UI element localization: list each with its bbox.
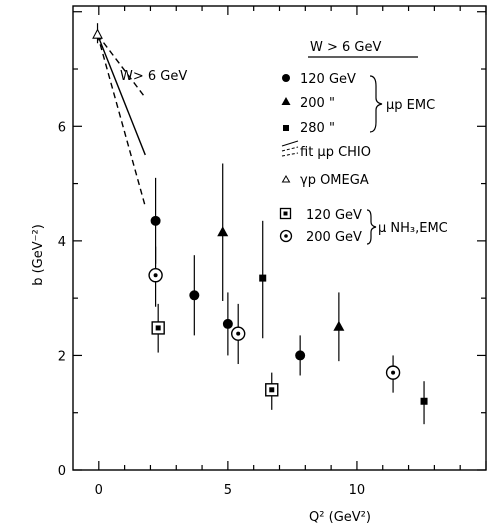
marker-circled-dot-center: [391, 370, 396, 375]
legend-marker-fit-lines: [281, 140, 299, 157]
legend-entry-2: 280 ": [300, 121, 335, 136]
legend-entry-5: 120 GeV: [306, 208, 362, 223]
x-axis-title: Q² (GeV²): [309, 510, 371, 525]
y-tick-label: 4: [58, 235, 66, 250]
series-filled-triangle: [217, 163, 345, 362]
marker-filled-triangle: [333, 320, 345, 331]
x-tick-label: 5: [224, 483, 232, 498]
y-tick-label: 0: [58, 464, 66, 479]
marker-open-triangle: [92, 28, 103, 39]
marker-filled-circle: [150, 215, 161, 226]
marker-boxed-square-center: [155, 325, 161, 331]
marker-filled-square: [259, 274, 267, 282]
fit-lines: [96, 34, 146, 207]
y-tick-label: 2: [58, 349, 66, 364]
legend-marker-filled-square: [283, 125, 289, 131]
legend-entry-3: fit µp CHIO: [300, 145, 371, 160]
marker-filled-circle: [295, 350, 306, 361]
legend-marker-filled-circle: [282, 74, 290, 82]
legend-brace-2: [366, 209, 377, 245]
data-points: [92, 23, 428, 425]
legend: W > 6 GeV 120 GeV 200 " 280 " µp EMC fit…: [279, 40, 448, 245]
legend-marker-circled-dot: [279, 229, 293, 243]
x-tick-label: 0: [95, 483, 103, 498]
legend-entry-4: γp OMEGA: [300, 173, 369, 188]
legend-marker-open-triangle: [281, 175, 291, 183]
legend-brace-1: [369, 75, 383, 133]
marker-filled-square: [420, 397, 428, 405]
series-circled-dot: [148, 246, 401, 393]
y-tick-label: 6: [58, 120, 66, 135]
marker-filled-circle: [189, 290, 200, 301]
legend-group1-label: µp EMC: [386, 98, 435, 113]
x-tick-label: 10: [349, 483, 366, 498]
legend-marker-filled-triangle: [281, 97, 291, 105]
marker-filled-triangle: [217, 226, 229, 237]
series-filled-square: [259, 220, 428, 425]
series-boxed-square: [151, 303, 279, 410]
fit-line-dashed: [96, 34, 146, 99]
marker-circled-dot-center: [236, 331, 241, 336]
series-open-triangle: [92, 23, 103, 44]
legend-title: W > 6 GeV: [310, 40, 381, 55]
marker-filled-circle: [222, 318, 233, 329]
axis-ticks: 0 5 10 0 2 4 6: [58, 6, 487, 498]
legend-marker-boxed-square: [279, 207, 292, 220]
legend-entry-0: 120 GeV: [300, 72, 356, 87]
fit-line-solid: [96, 34, 146, 156]
marker-circled-dot-center: [153, 273, 158, 278]
legend-group2-label: µ NH₃,EMC: [378, 221, 448, 236]
fit-line-dashed: [96, 34, 146, 207]
w-annotation: W> 6 GeV: [120, 69, 187, 84]
legend-entry-6: 200 GeV: [306, 230, 362, 245]
marker-boxed-square-center: [269, 387, 275, 393]
series-filled-circle: [150, 177, 306, 376]
legend-entry-1: 200 ": [300, 96, 335, 111]
y-axis-title: b (GeV⁻²): [31, 224, 46, 286]
